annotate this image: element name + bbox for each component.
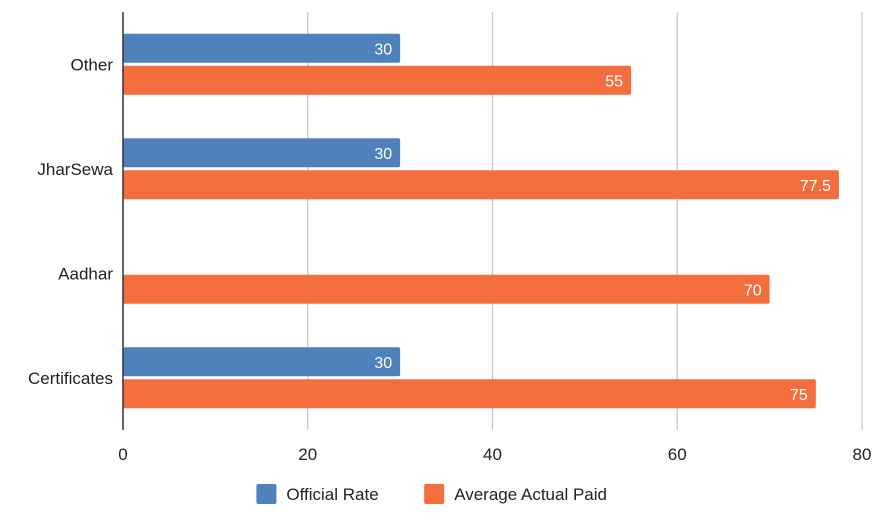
data-label: 30 — [374, 41, 392, 58]
data-label: 30 — [374, 146, 392, 163]
x-tick-label: 20 — [298, 445, 317, 464]
bar-1-0 — [123, 65, 632, 95]
category-label: Aadhar — [58, 264, 113, 283]
bar-0-3 — [123, 347, 401, 377]
data-label: 77.5 — [800, 178, 831, 195]
bar-1-1 — [123, 170, 839, 200]
legend-swatch-0 — [256, 484, 277, 504]
bar-1-3 — [123, 379, 816, 409]
data-label: 30 — [374, 355, 392, 372]
bar-1-2 — [123, 274, 770, 304]
x-tick-label: 60 — [668, 445, 687, 464]
legend-swatch-1 — [424, 484, 445, 504]
bar-0-0 — [123, 33, 401, 63]
x-tick-label: 40 — [483, 445, 502, 464]
legend: Official Rate Average Actual Paid — [256, 484, 607, 504]
data-label: 55 — [605, 73, 623, 90]
bars — [123, 33, 839, 409]
legend-label: Official Rate — [286, 485, 378, 504]
bar-0-1 — [123, 138, 401, 168]
data-label: 75 — [790, 387, 808, 404]
labels: 0 20 40 60 80 Other 30 55 JharSewa 30 77.5 Aadhar 70… — [28, 41, 871, 464]
category-label: Certificates — [28, 369, 113, 388]
x-tick-label: 80 — [853, 445, 872, 464]
x-tick-label: 0 — [118, 445, 127, 464]
category-label: JharSewa — [37, 160, 113, 179]
category-label: Other — [70, 55, 113, 74]
legend-label: Average Actual Paid — [454, 485, 607, 504]
data-label: 70 — [744, 282, 762, 299]
